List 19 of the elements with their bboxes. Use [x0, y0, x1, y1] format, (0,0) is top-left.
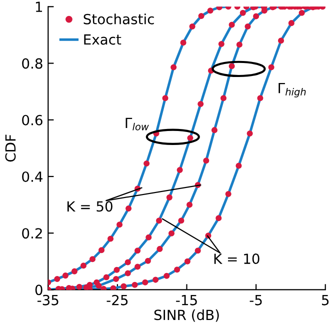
legend-label: Exact: [84, 34, 122, 45]
annotation: K = 50: [67, 201, 112, 212]
x-tick-label: -5: [250, 295, 262, 306]
y-tick-label: 0: [35, 284, 42, 296]
legend-label: Stochastic: [84, 14, 154, 24]
y-tick-label: 0.8: [22, 58, 42, 69]
y-tick-label: 0.2: [22, 228, 42, 239]
annotation: Γ$_{low}$: [126, 118, 149, 130]
x-tick-label: 5: [322, 295, 329, 306]
x-tick-label: -15: [176, 295, 197, 306]
y-tick-label: 1: [36, 2, 42, 12]
x-axis-title: SINR (dB): [154, 309, 219, 322]
x-tick-label: -35: [37, 294, 58, 306]
y-axis-title: CDF: [5, 134, 16, 162]
x-tick-label: -25: [106, 294, 128, 306]
y-tick-label: 0.6: [22, 114, 42, 126]
annotation: Γ$_{high}$: [278, 82, 306, 98]
y-tick-label: 0.4: [22, 171, 42, 182]
annotation: K = 10: [214, 254, 260, 264]
